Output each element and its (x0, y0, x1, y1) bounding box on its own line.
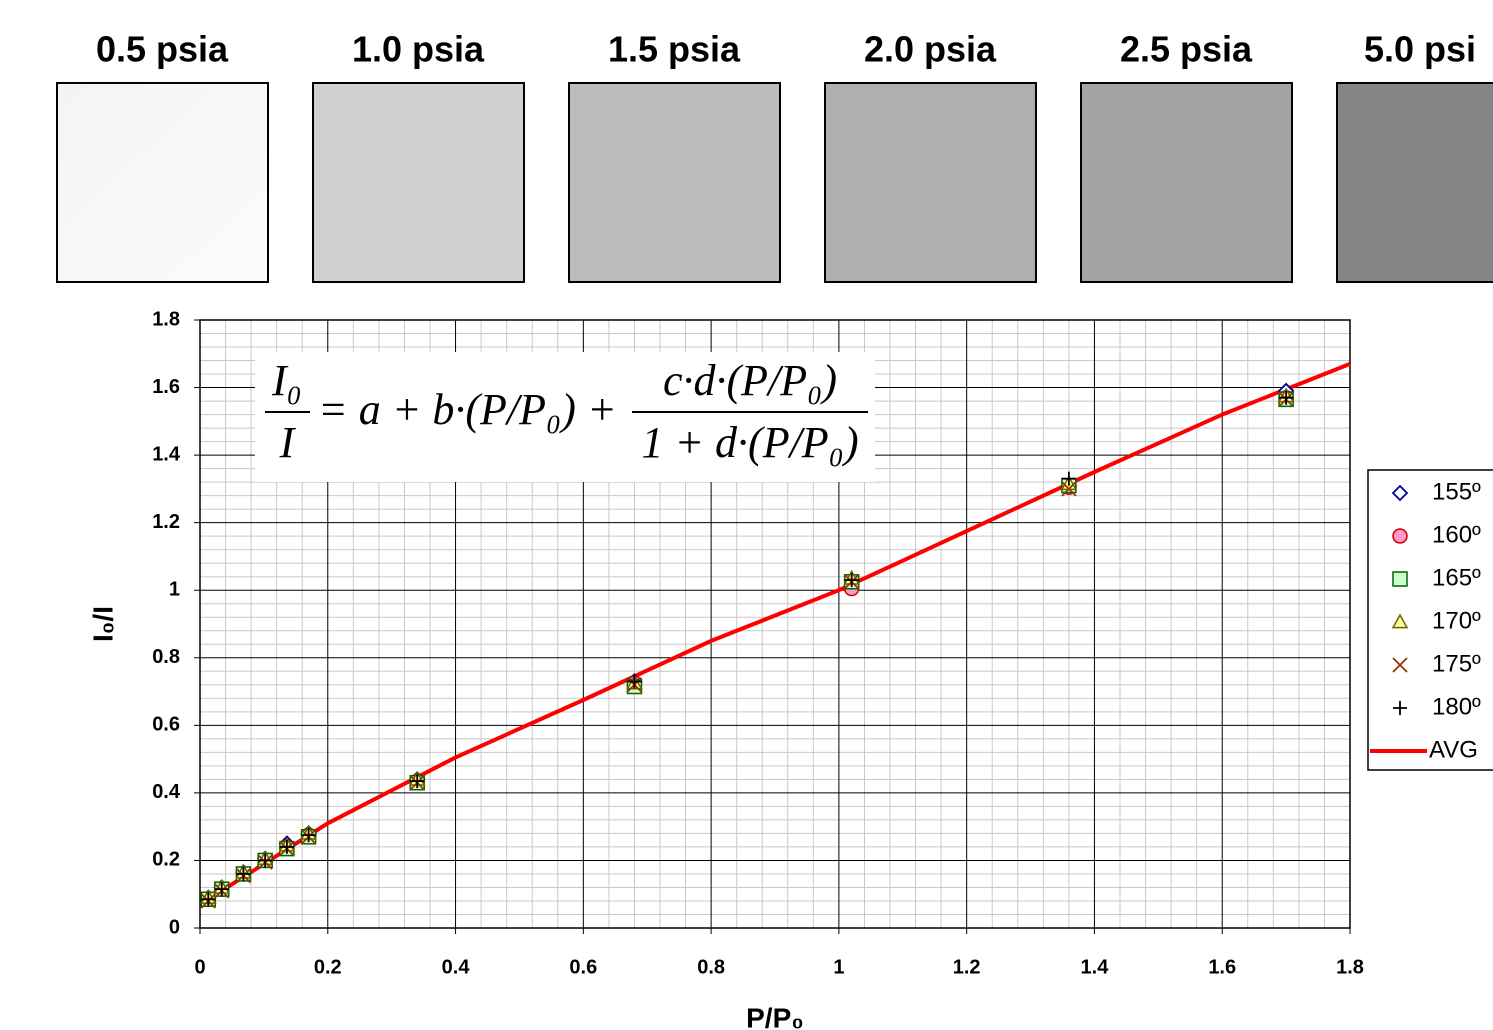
equation-part: I₀ (271, 356, 302, 405)
photo-label: 0.5 psia (96, 29, 229, 70)
marker (301, 828, 316, 843)
y-tick-label: 1.2 (152, 511, 180, 533)
marker (1279, 390, 1294, 405)
marker (1392, 571, 1408, 587)
x-tick-label: 0.8 (697, 956, 725, 978)
y-tick-label: 0 (169, 916, 180, 938)
photo (1336, 82, 1493, 283)
y-tick-label: 0.4 (152, 781, 181, 803)
y-tick-label: 1.4 (152, 443, 181, 465)
photo-label: 1.0 psia (352, 29, 485, 70)
avg-line (207, 362, 1351, 901)
legend-label: 155º (1432, 478, 1481, 505)
equation-part: 1 + d·(P/P₀) (641, 418, 858, 467)
legend-label: 170º (1432, 607, 1481, 634)
legend-box (1367, 469, 1493, 771)
photo-label: 2.0 psia (864, 29, 997, 70)
marker (844, 573, 859, 588)
equation-part: I (279, 418, 297, 467)
photo (312, 82, 525, 283)
photo-label: 2.5 psia (1120, 29, 1253, 70)
y-axis-title: I₀/I (87, 606, 118, 642)
marker (1392, 657, 1408, 673)
x-tick-label: 0.4 (442, 956, 471, 978)
x-tick-label: 0 (194, 956, 205, 978)
photo-label: 1.5 psia (608, 29, 741, 70)
x-tick-label: 1.4 (1081, 956, 1110, 978)
marker (236, 866, 251, 881)
equation-part: = a + b·(P/P₀) + (318, 385, 617, 434)
legend-label: 180º (1432, 693, 1481, 720)
photo (56, 82, 269, 283)
x-tick-label: 1.8 (1336, 956, 1364, 978)
marker (201, 892, 216, 907)
legend-label: 175º (1432, 650, 1481, 677)
photo (1080, 82, 1293, 283)
legend: 155º 160º 165º 170º 175º 180º AVG (1367, 469, 1493, 771)
legend-label: 165º (1432, 564, 1481, 591)
y-tick-label: 1.6 (152, 376, 180, 398)
y-tick-label: 0.8 (152, 646, 180, 668)
y-tick-label: 0.6 (152, 714, 180, 736)
x-tick-label: 1.2 (953, 956, 981, 978)
marker (1391, 613, 1409, 629)
marker (410, 774, 425, 789)
marker (1061, 471, 1076, 486)
photo (824, 82, 1037, 283)
marker (1393, 701, 1407, 715)
plot-frame (199, 319, 1351, 929)
legend-label: AVG (1429, 736, 1478, 763)
marker (1391, 484, 1409, 502)
y-tick-label: 1.8 (152, 308, 180, 330)
x-tick-label: 0.2 (314, 956, 342, 978)
y-tick-label: 0.2 (152, 849, 180, 871)
equation-box (255, 352, 875, 482)
x-tick-label: 0.6 (569, 956, 597, 978)
marker (214, 882, 229, 897)
equation-part: c·d·(P/P₀) (663, 356, 837, 405)
x-axis-title: P/P₀ (746, 1002, 804, 1030)
marker (1392, 528, 1408, 544)
photo-label: 5.0 psi (1364, 29, 1476, 70)
y-tick-label: 1 (169, 579, 180, 601)
x-tick-label: 1.6 (1208, 956, 1236, 978)
marker (1061, 481, 1077, 497)
photo (568, 82, 781, 283)
marker (279, 839, 294, 854)
marker (627, 674, 642, 689)
marker (258, 853, 273, 868)
x-tick-label: 1 (833, 956, 844, 978)
legend-label: 160º (1432, 521, 1481, 548)
